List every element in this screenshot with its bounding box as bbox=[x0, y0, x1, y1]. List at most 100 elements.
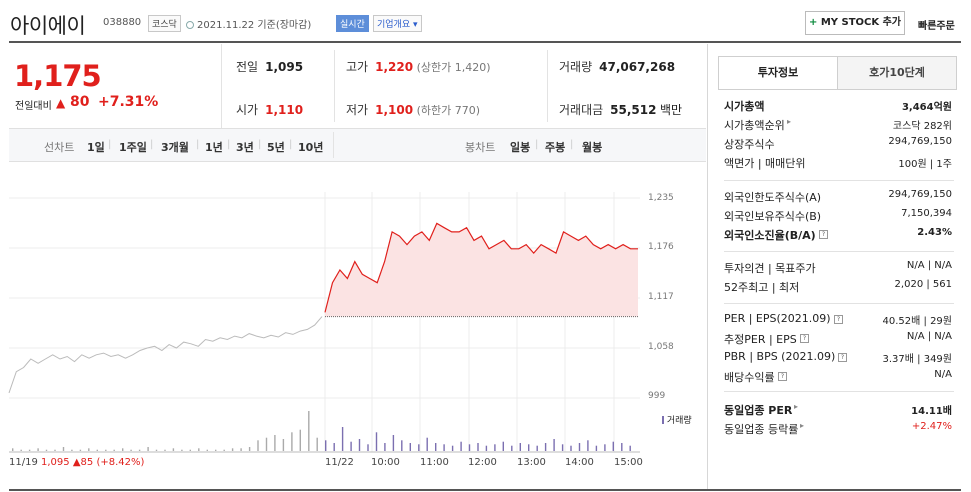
tab-separator: | bbox=[108, 139, 112, 150]
low-price: 저가 1,100 (하한가 770) bbox=[346, 101, 480, 118]
tab-invest-info[interactable]: 투자정보 bbox=[718, 56, 838, 90]
high-value: 1,220 bbox=[375, 60, 414, 74]
x-tick: 11/22 bbox=[325, 457, 354, 468]
volume-bar bbox=[71, 449, 73, 451]
section-divider bbox=[724, 303, 954, 304]
chevron-right-icon[interactable]: ▸ bbox=[794, 402, 799, 411]
tab-weekly-candle[interactable]: 주봉 bbox=[545, 141, 566, 154]
tab-monthly-candle[interactable]: 월봉 bbox=[582, 141, 603, 154]
price-area bbox=[325, 223, 638, 317]
info-row-value: 294,769,150 bbox=[888, 136, 952, 147]
volume-bar bbox=[206, 449, 208, 451]
volume-bar bbox=[341, 427, 344, 451]
info-row: 추정PER | EPS? N/A | N/A bbox=[724, 331, 952, 350]
change-percent: +7.31% bbox=[98, 94, 159, 110]
help-icon[interactable]: ? bbox=[800, 334, 809, 343]
bottom-divider bbox=[9, 489, 961, 491]
help-icon[interactable]: ? bbox=[819, 230, 828, 239]
header-divider bbox=[9, 41, 961, 43]
info-row-label: 동일업종 등락률 bbox=[724, 423, 799, 436]
volume-bar bbox=[595, 445, 598, 451]
clock-icon bbox=[186, 21, 194, 29]
help-icon[interactable]: ? bbox=[838, 353, 847, 362]
volume-bar bbox=[181, 449, 183, 451]
quick-order-link[interactable]: 빠른주문 bbox=[918, 21, 955, 32]
volume-bar bbox=[435, 443, 437, 451]
volume-bar bbox=[299, 429, 301, 451]
price-series bbox=[324, 222, 638, 313]
tab-5year[interactable]: 5년 bbox=[267, 141, 285, 154]
info-row-label: 배당수익률 bbox=[724, 371, 775, 384]
help-icon[interactable]: ? bbox=[778, 372, 787, 381]
x-tick: 11:00 bbox=[420, 457, 449, 468]
volume-bar bbox=[79, 449, 82, 451]
market-badge: 코스닥 bbox=[148, 15, 181, 32]
prev-close-value: 1,095 bbox=[265, 60, 304, 74]
price-line bbox=[324, 222, 638, 318]
volume-bar bbox=[308, 411, 310, 451]
volume-bar bbox=[164, 449, 166, 451]
x-tick: 14:00 bbox=[565, 457, 594, 468]
tab-1day[interactable]: 1일 bbox=[87, 141, 105, 154]
price-chart[interactable] bbox=[0, 162, 706, 472]
tab-10year[interactable]: 10년 bbox=[298, 141, 324, 154]
company-overview-button[interactable]: 기업개요 ▾ bbox=[373, 15, 422, 32]
base-date-text: 2021.11.22 기준(장마감) bbox=[197, 20, 312, 31]
tab-separator: | bbox=[227, 139, 231, 150]
tab-3month[interactable]: 3개월 bbox=[161, 141, 189, 154]
info-row: 투자의견 | 목표주가 N/A | N/A bbox=[724, 260, 952, 279]
volume-bar bbox=[20, 449, 22, 451]
tab-orderbook[interactable]: 호가10단계 bbox=[837, 56, 957, 90]
volume-bar bbox=[274, 435, 276, 451]
volume-bar bbox=[621, 443, 623, 451]
x-tick: 15:00 bbox=[614, 457, 643, 468]
info-row-value: 2,020 | 561 bbox=[894, 279, 952, 290]
chevron-right-icon[interactable]: ▸ bbox=[787, 117, 792, 126]
volume-bar bbox=[494, 444, 496, 451]
info-row-label: 액면가 | 매매단위 bbox=[724, 157, 806, 170]
volume-bar bbox=[561, 444, 564, 451]
volume-value: 47,067,268 bbox=[599, 60, 676, 74]
y-tick: 999 bbox=[648, 391, 666, 401]
volume-bar bbox=[138, 449, 141, 451]
volume-bar bbox=[147, 447, 149, 451]
volume-bar bbox=[45, 449, 48, 451]
add-mystock-label: MY STOCK 추가 bbox=[820, 17, 902, 28]
y-tick: 1,058 bbox=[648, 342, 674, 352]
tab-1year[interactable]: 1년 bbox=[205, 141, 223, 154]
info-row: PBR | BPS (2021.09)? 3.37배 | 349원 bbox=[724, 350, 952, 369]
tab-1week[interactable]: 1주일 bbox=[119, 141, 147, 154]
volume-bar bbox=[629, 445, 631, 451]
volume-bar bbox=[612, 441, 614, 451]
info-row-value: 40.52배 | 29원 bbox=[882, 316, 952, 327]
help-icon[interactable]: ? bbox=[834, 315, 843, 324]
change-value: 80 bbox=[70, 94, 90, 110]
tab-daily-candle[interactable]: 일봉 bbox=[510, 141, 531, 154]
info-row: 동일업종 PER ▸ 14.11배 bbox=[724, 402, 952, 421]
info-row: 외국인소진율(B/A)? 2.43% bbox=[724, 227, 952, 246]
info-row: 액면가 | 매매단위 100원 | 1주 bbox=[724, 155, 952, 174]
info-row: 배당수익률? N/A bbox=[724, 369, 952, 388]
volume-bar bbox=[392, 435, 395, 451]
panel-divider bbox=[707, 44, 708, 489]
add-mystock-button[interactable]: + MY STOCK 추가 bbox=[805, 11, 905, 35]
volume-legend-swatch bbox=[662, 416, 664, 424]
info-row-value: 3.37배 | 349원 bbox=[882, 354, 952, 365]
volume-bar bbox=[443, 444, 445, 451]
low-label: 저가 bbox=[346, 103, 369, 117]
high-label: 고가 bbox=[346, 60, 369, 74]
change-label: 전일대비 bbox=[15, 101, 52, 112]
low-value: 1,100 bbox=[375, 103, 414, 117]
realtime-button[interactable]: 실시간 bbox=[336, 15, 369, 32]
volume-bar bbox=[257, 440, 259, 451]
volume-bar bbox=[553, 439, 555, 451]
volume-label: 거래량 bbox=[559, 60, 593, 74]
chevron-right-icon[interactable]: ▸ bbox=[800, 421, 805, 430]
volume-bar bbox=[358, 439, 361, 451]
volume-bar bbox=[468, 444, 471, 451]
chart-period-bar bbox=[9, 128, 706, 162]
volume-bar bbox=[88, 448, 90, 451]
volume-bar bbox=[570, 445, 572, 451]
volume-bar bbox=[418, 444, 420, 451]
tab-3year[interactable]: 3년 bbox=[236, 141, 254, 154]
